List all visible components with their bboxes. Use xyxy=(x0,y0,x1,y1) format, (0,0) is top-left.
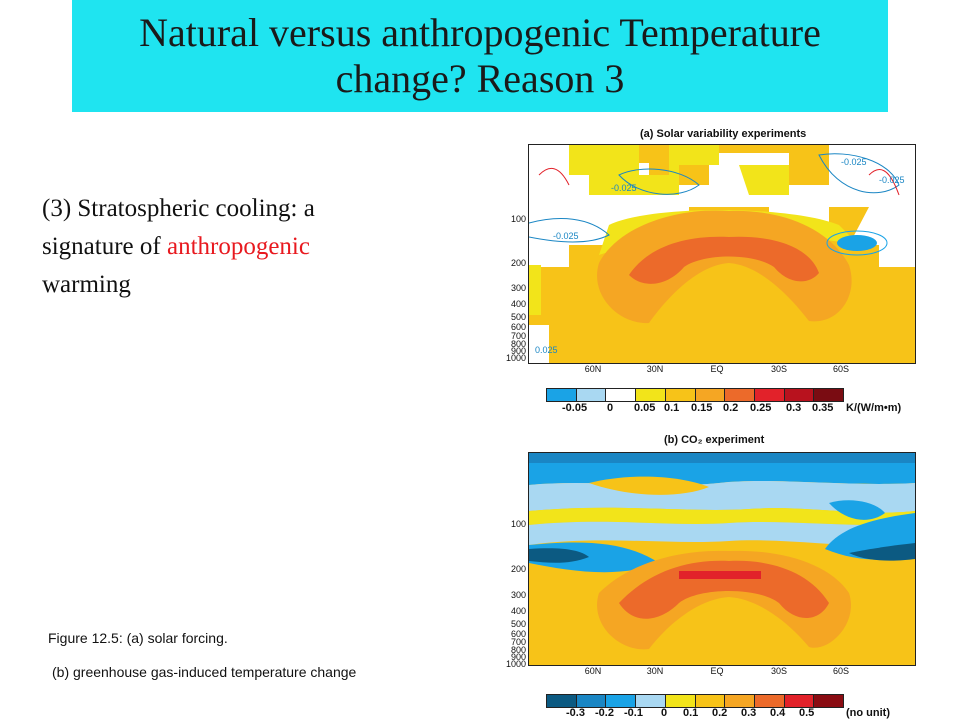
contour-label: 0.025 xyxy=(535,345,558,355)
y-tick: 600 xyxy=(510,629,526,639)
x-tick: 30N xyxy=(646,364,664,374)
colorbar-swatch xyxy=(547,389,577,401)
colorbar-swatch xyxy=(725,389,755,401)
y-tick: 400 xyxy=(510,299,526,309)
panel-a-title: (a) Solar variability experiments xyxy=(640,128,807,140)
contour-label: -0.025 xyxy=(611,183,637,193)
colorbar-tick: -0.05 xyxy=(562,402,588,414)
colorbar-swatch xyxy=(814,389,844,401)
colorbar-swatch xyxy=(636,695,666,707)
colorbar-tick: 0 xyxy=(661,707,668,719)
colorbar-swatch xyxy=(547,695,577,707)
colorbar-swatch xyxy=(636,389,666,401)
panel-b-contour-map xyxy=(528,452,916,666)
colorbar-swatch xyxy=(695,695,726,707)
figure-caption-line-2: (b) greenhouse gas-induced temperature c… xyxy=(52,664,357,680)
y-tick: 800 xyxy=(510,645,526,655)
colorbar-tick: -0.1 xyxy=(624,707,643,719)
y-tick: 500 xyxy=(510,312,526,322)
x-tick: EQ xyxy=(710,364,724,374)
panel-a-colorbar xyxy=(546,388,844,402)
colorbar-tick: 0.1 xyxy=(664,402,680,414)
colorbar-unit: K/(W/m•m) xyxy=(846,402,902,414)
colorbar-swatch xyxy=(576,695,607,707)
y-tick: 900 xyxy=(510,652,526,662)
colorbar-tick: 0.3 xyxy=(786,402,802,414)
y-tick: 300 xyxy=(510,590,526,600)
colorbar-tick: 0 xyxy=(607,402,614,414)
colorbar-swatch xyxy=(606,389,637,401)
colorbar-swatch xyxy=(606,695,637,707)
y-tick: 700 xyxy=(510,331,526,341)
title-line-2: change? Reason 3 xyxy=(335,56,625,101)
x-tick: 30S xyxy=(770,364,787,374)
bullet-highlight: anthropogenic xyxy=(166,233,310,260)
colorbar-tick: 0.2 xyxy=(723,402,739,414)
y-tick: 900 xyxy=(510,346,526,356)
colorbar-swatch xyxy=(576,389,607,401)
colorbar-unit: (no unit) xyxy=(846,707,890,719)
x-tick: 30N xyxy=(646,666,664,676)
colorbar-tick: 0.05 xyxy=(634,402,656,414)
panel-b-colorbar xyxy=(546,694,844,708)
bullet-text: (3) Stratospheric cooling: a signature o… xyxy=(42,190,402,304)
x-tick: EQ xyxy=(710,666,724,676)
colorbar-tick: -0.3 xyxy=(566,707,585,719)
colorbar-swatch xyxy=(784,389,815,401)
y-tick: 100 xyxy=(510,214,526,224)
y-tick: 600 xyxy=(510,322,526,332)
y-tick: 200 xyxy=(510,258,526,268)
colorbar-tick: 0.1 xyxy=(683,707,699,719)
contour-label: -0.025 xyxy=(879,175,905,185)
title-line-1: Natural versus anthropogenic Temperature xyxy=(139,10,821,55)
colorbar-tick: 0.15 xyxy=(691,402,713,414)
y-tick: 700 xyxy=(510,637,526,647)
colorbar-tick: 0.4 xyxy=(770,707,786,719)
y-tick: 100 xyxy=(510,519,526,529)
contour-label: -0.025 xyxy=(841,157,867,167)
x-tick: 30S xyxy=(770,666,787,676)
colorbar-swatch xyxy=(814,695,844,707)
colorbar-tick: -0.2 xyxy=(595,707,614,719)
colorbar-swatch xyxy=(754,695,785,707)
x-tick: 60N xyxy=(584,364,602,374)
colorbar-swatch xyxy=(725,695,755,707)
figure-caption-line-1: Figure 12.5: (a) solar forcing. xyxy=(48,630,228,646)
colorbar-swatch xyxy=(754,389,785,401)
y-tick: 300 xyxy=(510,283,526,293)
colorbar-tick: 0.35 xyxy=(812,402,834,414)
y-tick: 1000 xyxy=(505,659,526,669)
panel-b-title: (b) CO₂ experiment xyxy=(664,434,765,446)
colorbar-swatch xyxy=(665,695,696,707)
y-tick: 500 xyxy=(510,619,526,629)
colorbar-tick: 0.5 xyxy=(799,707,815,719)
x-tick: 60N xyxy=(584,666,602,676)
colorbar-swatch xyxy=(784,695,815,707)
contour-label: -0.025 xyxy=(553,231,579,241)
colorbar-swatch xyxy=(695,389,726,401)
x-tick: 60S xyxy=(832,364,849,374)
y-tick: 200 xyxy=(510,564,526,574)
bullet-part-1: (3) Stratospheric cooling: a signature o… xyxy=(42,195,315,260)
bullet-part-2: warming xyxy=(42,271,131,298)
colorbar-tick: 0.2 xyxy=(712,707,728,719)
y-tick: 1000 xyxy=(505,353,526,363)
slide-title: Natural versus anthropogenic Temperature… xyxy=(72,0,888,112)
y-tick: 800 xyxy=(510,339,526,349)
colorbar-swatch xyxy=(665,389,696,401)
y-tick: 400 xyxy=(510,606,526,616)
panel-a-contour-map: -0.025 -0.025 -0.025 -0.025 0.025 xyxy=(528,144,916,364)
colorbar-tick: 0.25 xyxy=(750,402,772,414)
colorbar-tick: 0.3 xyxy=(741,707,757,719)
x-tick: 60S xyxy=(832,666,849,676)
